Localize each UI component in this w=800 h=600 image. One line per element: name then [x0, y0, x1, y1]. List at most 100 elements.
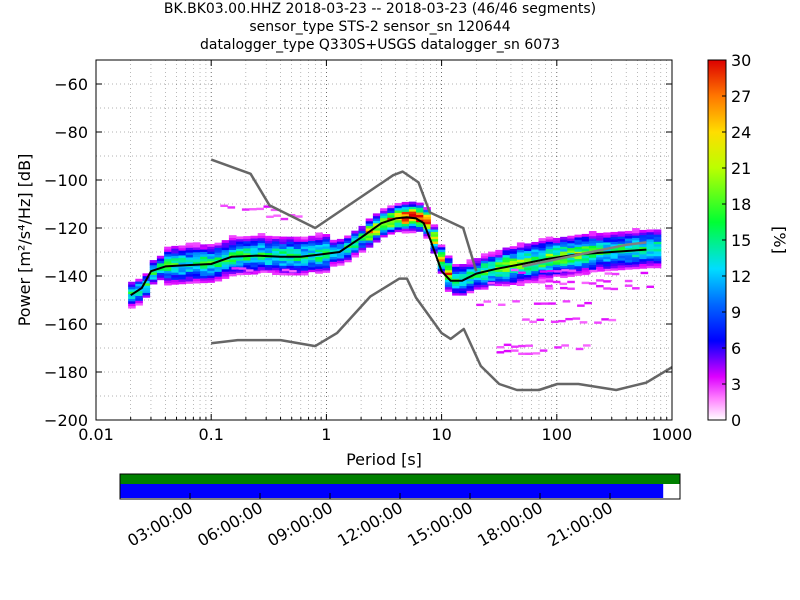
- heat-cell: [358, 240, 367, 244]
- heat-cell: [603, 256, 611, 260]
- heat-cell: [178, 269, 187, 273]
- heat-cell: [372, 239, 381, 243]
- heat-cell: [516, 249, 525, 253]
- heat-cell: [200, 270, 208, 274]
- heat-cell: [567, 259, 575, 263]
- heat-cell: [200, 249, 208, 252]
- y-tick-label: −200: [44, 411, 88, 430]
- heat-cell: [308, 266, 316, 270]
- heat-cell: [480, 272, 489, 276]
- heat-cell: [480, 279, 489, 283]
- heat-cell: [372, 213, 381, 217]
- heat-cell: [516, 280, 525, 284]
- heat-cell: [538, 264, 547, 268]
- heat-cell: [128, 288, 136, 292]
- heat-cell: [228, 237, 237, 241]
- heat-cell: [257, 233, 266, 236]
- colorbar-ticks: 0 3 6 9 12 15 18 21 24 27 30: [722, 51, 751, 430]
- heat-cell: [653, 236, 662, 240]
- heat-cell: [401, 230, 410, 234]
- heat-cell: [329, 261, 338, 265]
- heat-cell: [250, 252, 259, 256]
- heat-cell: [538, 266, 547, 270]
- heat-cell: [610, 239, 619, 242]
- colorbar-tick-label: 27: [731, 87, 751, 106]
- heat-cell-outlier: [545, 280, 554, 283]
- heat-cell: [351, 235, 359, 239]
- heat-cell: [243, 262, 251, 266]
- heat-cell: [156, 270, 165, 273]
- heat-cell: [531, 249, 539, 252]
- heat-cell: [264, 259, 273, 263]
- heat-cell: [207, 270, 215, 274]
- heat-cell: [171, 269, 179, 273]
- heat-cell: [430, 226, 439, 230]
- heat-cell: [596, 247, 604, 251]
- heat-cell: [632, 235, 640, 239]
- heat-cell: [214, 254, 223, 258]
- heat-cell: [444, 274, 453, 278]
- heat-cell: [315, 270, 323, 274]
- heat-cell-outlier: [529, 320, 537, 324]
- heat-cell: [200, 258, 208, 262]
- heat-cell: [603, 249, 611, 253]
- heat-cell: [624, 257, 633, 261]
- heat-cell: [300, 270, 309, 274]
- heat-cell: [135, 302, 143, 306]
- heat-cell: [257, 257, 266, 260]
- heat-cell: [300, 267, 309, 271]
- heat-cell: [185, 281, 194, 284]
- heat-cell: [538, 257, 547, 261]
- heat-cell: [567, 262, 575, 265]
- heat-cell: [459, 266, 467, 270]
- heat-cell: [538, 250, 547, 253]
- heat-cell-outlier: [496, 351, 505, 354]
- heat-cell: [300, 241, 309, 245]
- heat-cell: [214, 252, 223, 256]
- heat-cell: [632, 264, 640, 267]
- heat-cell: [502, 273, 511, 277]
- heat-cell: [387, 205, 395, 209]
- heat-cell: [214, 257, 223, 260]
- heat-cell-outlier: [575, 347, 584, 351]
- heat-cell: [552, 240, 561, 244]
- heat-cell: [207, 277, 215, 281]
- heat-cell: [336, 253, 345, 257]
- heat-cell: [135, 278, 143, 282]
- heat-cell: [495, 264, 503, 268]
- heat-cell: [509, 270, 518, 273]
- time-tick-label: 12:00:00: [334, 498, 406, 550]
- heat-cell: [524, 269, 532, 273]
- heat-cell: [365, 218, 374, 222]
- x-tick-label: 0.01: [78, 425, 114, 444]
- heat-cell: [401, 213, 410, 217]
- y-tick-label: −100: [44, 171, 88, 190]
- heat-cell-outlier: [523, 280, 532, 284]
- heat-cell: [617, 241, 626, 244]
- heat-cell: [531, 256, 539, 260]
- heat-cell: [603, 234, 611, 238]
- heat-cell: [142, 280, 151, 284]
- heat-cell: [236, 243, 244, 247]
- heat-cell: [315, 237, 323, 241]
- heat-cell: [545, 246, 554, 250]
- heat-cell: [495, 254, 503, 258]
- heat-cell: [214, 247, 223, 251]
- heat-cell: [430, 236, 439, 240]
- heat-cell: [617, 260, 626, 264]
- heat-cell: [300, 239, 309, 242]
- heat-cell: [221, 247, 230, 251]
- heat-cell: [524, 243, 532, 247]
- heat-cell: [257, 266, 266, 270]
- heat-cell: [178, 262, 187, 266]
- heat-cell: [646, 251, 655, 254]
- heat-cell: [250, 238, 259, 241]
- heat-cell: [639, 234, 647, 238]
- heat-cell: [365, 225, 374, 229]
- heat-cell: [272, 253, 280, 256]
- heat-cell: [545, 277, 554, 281]
- heat-cell: [315, 239, 323, 243]
- heat-cell: [178, 281, 187, 285]
- heat-cell: [336, 258, 345, 261]
- heat-cell: [236, 265, 244, 269]
